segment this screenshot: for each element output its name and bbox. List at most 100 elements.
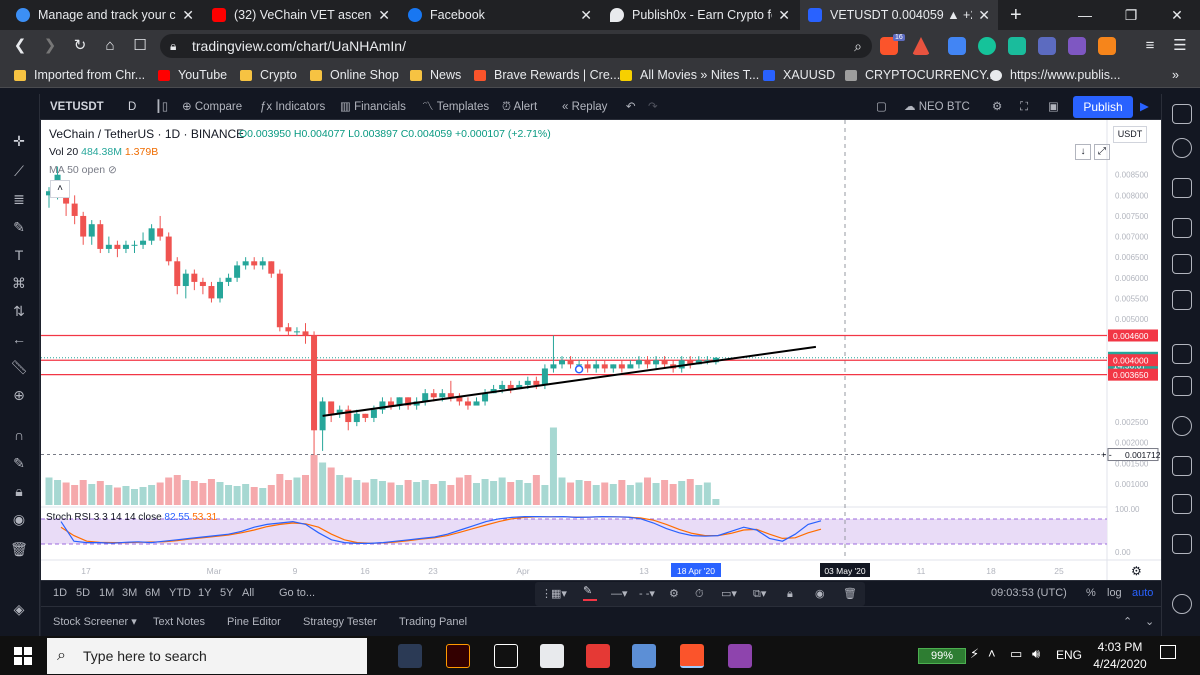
home-icon[interactable]: ⌂ xyxy=(105,37,115,54)
windows-start-icon[interactable] xyxy=(14,647,32,665)
candle-style-icon[interactable]: ┃▯ xyxy=(155,101,169,113)
restore-icon[interactable]: ❐ xyxy=(1124,7,1138,23)
close-icon[interactable]: ✕ xyxy=(580,6,592,23)
alerts-icon[interactable] xyxy=(1172,138,1192,158)
bookmark-xauusd[interactable]: XAUUSD xyxy=(763,62,835,88)
bookmarks-more[interactable]: » xyxy=(1172,68,1179,82)
magnet-icon[interactable]: ∩ xyxy=(13,427,25,443)
settings-icon[interactable]: ⚙ xyxy=(992,101,1003,113)
lock-drawing-icon[interactable]: ✎ xyxy=(13,455,25,471)
url-bar[interactable]: 🔒︎ tradingview.com/chart/UaNHAmIn/ ⌕ xyxy=(160,34,872,58)
mail-icon[interactable] xyxy=(398,644,422,668)
strategy-tester-tab[interactable]: Strategy Tester xyxy=(303,616,377,628)
bookmark-online-shop[interactable]: Online Shop xyxy=(310,62,399,88)
streams-icon[interactable] xyxy=(1172,376,1192,396)
acrobat-icon[interactable] xyxy=(586,644,610,668)
financials-button[interactable]: ▥ Financials xyxy=(340,101,406,113)
bookmark-icon[interactable]: ☐ xyxy=(133,37,147,54)
pencil-icon[interactable]: ✎ xyxy=(583,585,597,601)
brave-shields-icon[interactable] xyxy=(880,37,898,55)
trash-icon[interactable]: 🗑︎ xyxy=(843,588,857,600)
illustrator-icon[interactable] xyxy=(446,644,470,668)
notifications-icon[interactable] xyxy=(1172,456,1192,476)
template-icon[interactable]: ▦▾ xyxy=(551,588,567,600)
new-tab-button[interactable]: + xyxy=(1010,3,1022,26)
alert-add-icon[interactable]: ⏱︎ xyxy=(695,588,704,600)
currency-label[interactable]: USDT xyxy=(1113,126,1147,143)
settings-icon[interactable]: ⚙ xyxy=(669,588,679,600)
legend-ma[interactable]: MA 50 open ⊘ xyxy=(49,164,117,176)
brave-icon[interactable] xyxy=(680,644,704,668)
trading-panel-tab[interactable]: Trading Panel xyxy=(399,616,468,628)
log-toggle[interactable]: log xyxy=(1107,587,1122,599)
metamask-icon[interactable] xyxy=(1098,37,1116,55)
range-ytd[interactable]: YTD xyxy=(169,587,191,599)
bookmark-movies[interactable]: All Movies » Nites T... xyxy=(620,62,759,88)
ideas-icon[interactable] xyxy=(1172,416,1192,436)
bookmark-imported[interactable]: Imported from Chr... xyxy=(14,62,145,88)
bookmark-news[interactable]: News xyxy=(410,62,461,88)
collapse-legend-button[interactable]: ˄ xyxy=(50,180,70,198)
chat-icon[interactable] xyxy=(1172,344,1192,364)
dom-icon[interactable] xyxy=(1172,534,1192,554)
bookmark-crypto[interactable]: Crypto xyxy=(240,62,297,88)
pine-editor-tab[interactable]: Pine Editor xyxy=(227,616,281,628)
bookmark-publish0x[interactable]: https://www.publis... xyxy=(990,62,1120,88)
auto-toggle[interactable]: auto xyxy=(1132,587,1154,599)
extension-icon[interactable] xyxy=(1008,37,1026,55)
drag-handle-icon[interactable]: ⋮ xyxy=(541,588,552,600)
reload-icon[interactable]: ↻ xyxy=(73,37,87,54)
visibility-icon[interactable]: ◉ xyxy=(12,511,26,527)
app-icon[interactable] xyxy=(494,644,518,668)
browser-tab[interactable]: Publish0x - Earn Crypto for Pu ✕ xyxy=(602,0,798,30)
line-color-icon[interactable]: —▾ xyxy=(611,588,628,600)
brush-icon[interactable]: ✎ xyxy=(13,219,25,235)
help-icon[interactable] xyxy=(1172,594,1192,614)
range-5y[interactable]: 5Y xyxy=(220,587,234,599)
brave-rewards-icon[interactable] xyxy=(912,37,930,55)
chart-canvas[interactable]: 0.008500 0.008000 0.007500 0.007000 0.006500… xyxy=(41,120,1161,580)
templates-button[interactable]: 〽 Templates xyxy=(422,101,490,113)
bookmark-cryptocurrency[interactable]: CRYPTOCURRENCY... xyxy=(845,62,996,88)
trend-line-icon[interactable]: ⟋ xyxy=(14,163,24,179)
minimize-icon[interactable]: — xyxy=(1078,7,1092,23)
alert-button[interactable]: ⏰︎ Alert xyxy=(502,101,538,113)
back-arrow-icon[interactable]: ← xyxy=(12,331,26,347)
layout-icon[interactable]: ▢ xyxy=(876,101,887,113)
redo-icon[interactable]: ↷ xyxy=(648,101,658,113)
news-icon[interactable] xyxy=(1172,254,1192,274)
text-notes-tab[interactable]: Text Notes xyxy=(153,616,205,628)
grammarly-icon[interactable] xyxy=(978,37,996,55)
symbol-search[interactable]: VETUSDT xyxy=(50,101,104,113)
chevron-up-icon[interactable]: ˄ xyxy=(988,646,996,661)
compare-button[interactable]: ⊕ Compare xyxy=(182,101,243,113)
close-icon[interactable]: ✕ xyxy=(778,6,790,23)
volume-icon[interactable]: 🔊︎ xyxy=(1032,646,1041,661)
measure-icon[interactable]: 📏︎ xyxy=(10,359,28,375)
zoom-icon[interactable]: ⌕ xyxy=(854,38,862,54)
calendar-icon[interactable] xyxy=(1172,218,1192,238)
prediction-icon[interactable]: ⇅ xyxy=(13,303,25,319)
forward-icon[interactable]: ❯ xyxy=(43,37,57,54)
range-all[interactable]: All xyxy=(242,587,255,599)
range-1y[interactable]: 1Y xyxy=(198,587,212,599)
close-icon[interactable]: ✕ xyxy=(182,6,194,23)
layers-icon[interactable]: ◈ xyxy=(13,601,25,617)
back-icon[interactable]: ❮ xyxy=(13,37,27,54)
watchlist-icon[interactable] xyxy=(1172,104,1192,124)
app-lc-icon[interactable] xyxy=(540,644,564,668)
taskbar-search[interactable]: ⌕ Type here to search xyxy=(47,638,367,674)
collapse-panel-icon[interactable]: ⌄ xyxy=(1145,616,1155,628)
explorer-icon[interactable] xyxy=(632,644,656,668)
stock-screener-tab[interactable]: Stock Screener ▾ xyxy=(53,616,137,628)
chart-pane[interactable]: 0.008500 0.008000 0.007500 0.007000 0.006500… xyxy=(41,120,1161,580)
notifications-icon[interactable] xyxy=(1160,645,1176,659)
range-5d[interactable]: 5D xyxy=(76,587,91,599)
publish-button[interactable]: Publish xyxy=(1073,96,1133,118)
data-window-icon[interactable] xyxy=(1172,178,1192,198)
clock-utc[interactable]: 09:03:53 (UTC) xyxy=(991,587,1067,599)
bookmark-youtube[interactable]: YouTube xyxy=(158,62,227,88)
fullscreen-icon[interactable]: ⛶ xyxy=(1020,101,1029,113)
goto-button[interactable]: Go to... xyxy=(279,587,316,599)
battery-icon[interactable]: ▭ xyxy=(1010,646,1023,661)
